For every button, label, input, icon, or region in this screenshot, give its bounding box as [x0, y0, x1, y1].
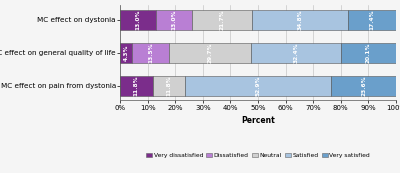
- Bar: [120, 76, 152, 96]
- Bar: [185, 76, 331, 96]
- Text: 11.8%: 11.8%: [166, 75, 171, 96]
- Bar: [132, 43, 169, 63]
- Text: 13.5%: 13.5%: [148, 42, 153, 63]
- Bar: [331, 76, 396, 96]
- Text: 13.0%: 13.0%: [136, 10, 140, 30]
- Text: 21.7%: 21.7%: [219, 10, 224, 30]
- Text: 29.7%: 29.7%: [208, 43, 213, 63]
- Legend: Very dissatisfied, Dissatisfied, Neutral, Satisfied, Very satisfied: Very dissatisfied, Dissatisfied, Neutral…: [146, 153, 370, 158]
- Text: 17.4%: 17.4%: [369, 10, 374, 30]
- Text: 4.3%: 4.3%: [124, 44, 128, 61]
- Bar: [348, 10, 396, 30]
- Bar: [120, 43, 132, 63]
- Text: 13.0%: 13.0%: [171, 10, 176, 30]
- Bar: [156, 10, 192, 30]
- Text: 23.6%: 23.6%: [361, 75, 366, 96]
- Bar: [252, 10, 348, 30]
- Text: 32.4%: 32.4%: [293, 42, 298, 63]
- Bar: [120, 10, 156, 30]
- Text: 52.9%: 52.9%: [256, 76, 261, 96]
- Text: 34.8%: 34.8%: [297, 10, 302, 30]
- Bar: [169, 43, 251, 63]
- Text: 11.8%: 11.8%: [134, 75, 139, 96]
- Bar: [192, 10, 252, 30]
- X-axis label: Percent: Percent: [241, 116, 275, 125]
- Bar: [340, 43, 396, 63]
- Bar: [152, 76, 185, 96]
- Bar: [251, 43, 340, 63]
- Text: 20.1%: 20.1%: [366, 43, 371, 63]
